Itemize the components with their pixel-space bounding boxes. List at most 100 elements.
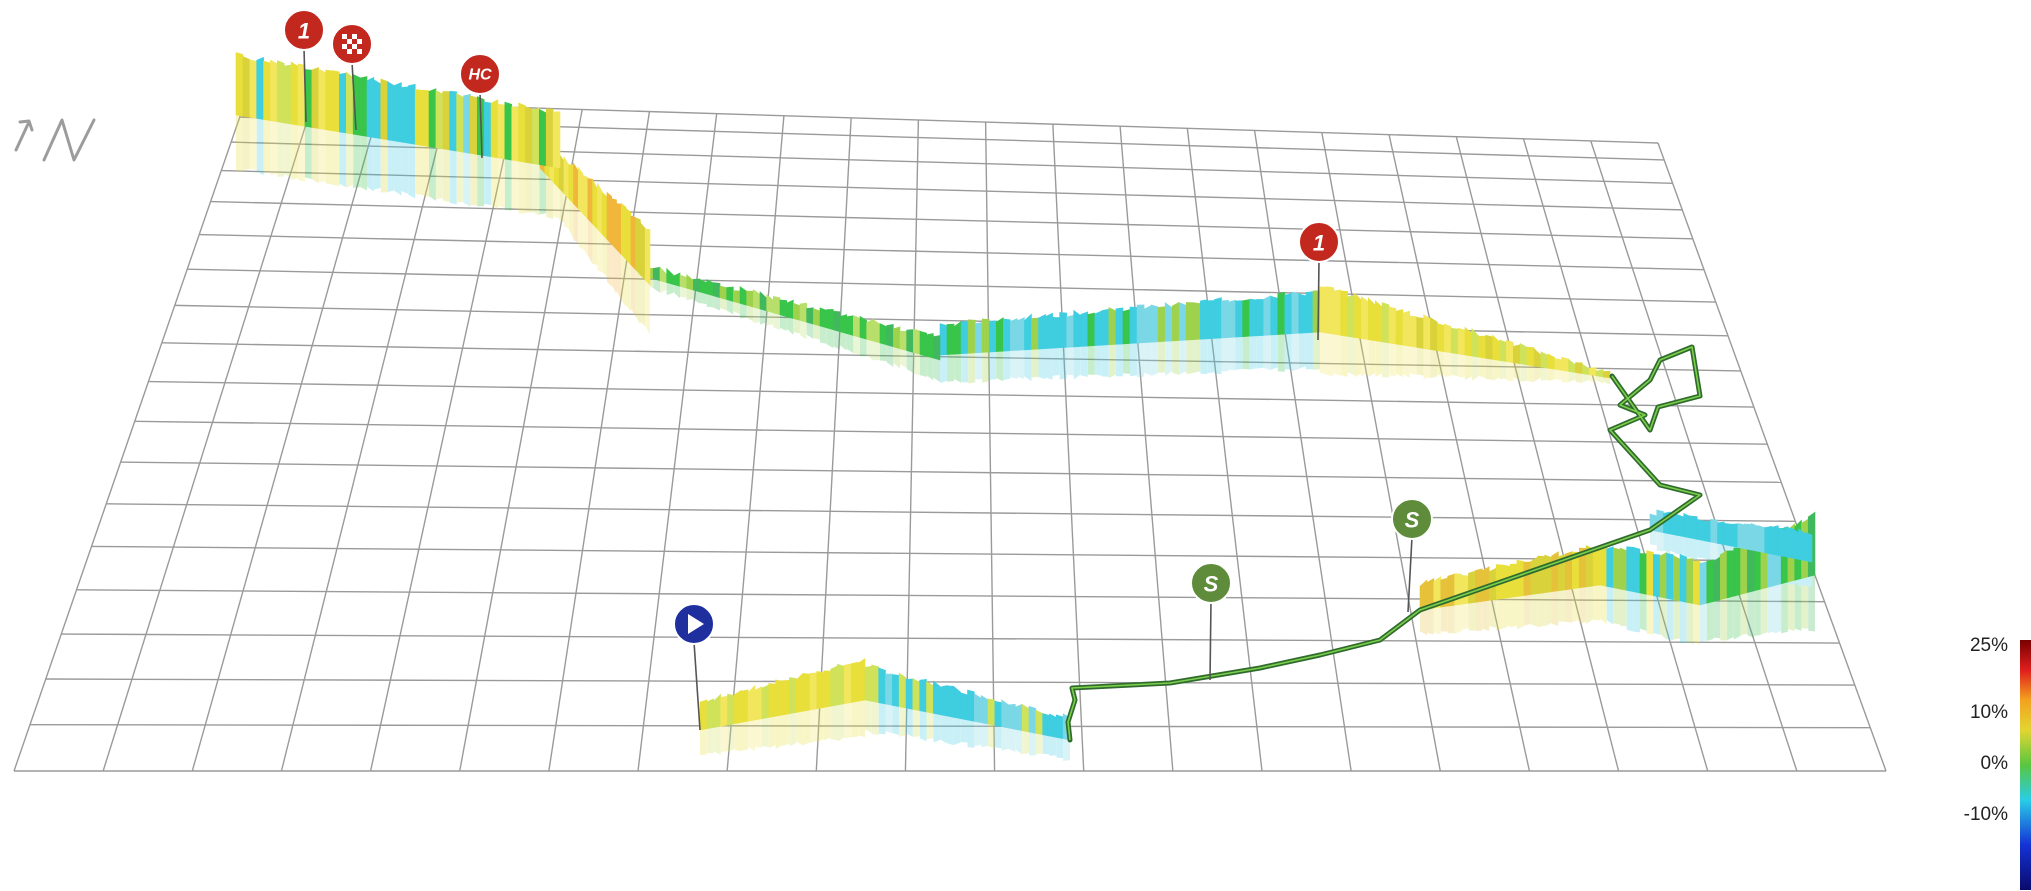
profile-wall-slice [408, 83, 416, 145]
profile-wall-slice [1178, 302, 1187, 341]
profile-wall-slice [563, 155, 569, 200]
profile-reflection-slice [823, 706, 831, 741]
profile-wall-slice [1108, 307, 1117, 346]
profile-wall-slice [1646, 550, 1654, 597]
profile-wall-slice [1666, 552, 1674, 601]
route-markers[interactable]: S S 1 HC 1 [283, 9, 1433, 731]
profile-reflection-slice [1697, 539, 1704, 559]
profile-reflection-slice [1049, 736, 1057, 756]
profile-reflection-slice [830, 705, 838, 741]
profile-wall-slice [906, 329, 914, 353]
profile-reflection-slice [748, 720, 755, 752]
profile-reflection-slice [298, 125, 305, 182]
profile-wall-slice [1136, 304, 1145, 344]
profile-reflection-slice [1094, 345, 1102, 377]
profile-wall-slice [1256, 299, 1265, 337]
profile-reflection-slice [1003, 350, 1011, 381]
profile-wall-slice [1679, 553, 1687, 603]
profile-reflection-slice [920, 354, 927, 377]
profile-reflection-slice [1527, 364, 1535, 383]
profile-reflection-slice [1115, 343, 1123, 377]
profile-wall-slice [1693, 560, 1701, 606]
profile-reflection-slice [880, 343, 887, 362]
climb-cat1-marker-west[interactable]: 1 [283, 9, 325, 123]
profile-wall-slice [1122, 309, 1131, 345]
profile-wall-slice [611, 198, 617, 251]
profile-reflection-slice [1122, 343, 1130, 375]
profile-wall-slice [1568, 358, 1576, 373]
profile-wall-slice [1423, 314, 1431, 350]
profile-wall-slice [1519, 342, 1528, 366]
profile-wall-slice [1551, 551, 1559, 593]
profile-wall-slice [1035, 709, 1043, 736]
profile-reflection-slice [1468, 602, 1476, 631]
profile-wall-slice [311, 67, 320, 129]
profile-wall-slice [1713, 556, 1721, 602]
profile-wall-slice [953, 320, 962, 355]
profile-reflection-slice [833, 329, 840, 350]
profile-wall-slice [1028, 705, 1037, 734]
profile-wall-slice [885, 673, 893, 706]
profile-wall-slice [1454, 573, 1462, 606]
profile-reflection-slice [734, 722, 742, 752]
sprint-marker-1[interactable]: S [1190, 562, 1232, 681]
profile-reflection-slice [1186, 339, 1194, 375]
profile-reflection-slice [693, 290, 700, 304]
profile-reflection-slice [858, 700, 865, 738]
profile-wall-slice [850, 661, 859, 703]
profile-wall-slice [1703, 520, 1712, 543]
grid-line [199, 233, 1704, 271]
profile-reflection-slice [1298, 332, 1306, 369]
profile-reflection-slice [940, 354, 948, 384]
profile-reflection-slice [477, 154, 485, 207]
climb-cat1-marker-east[interactable]: 1 [1298, 221, 1340, 341]
profile-reflection-slice [846, 333, 854, 354]
grid-line [1455, 136, 1620, 772]
profile-wall-slice [242, 55, 251, 118]
profile-wall-slice [442, 91, 451, 151]
profile-wall-slice [1595, 368, 1604, 378]
profile-wall-slice [846, 315, 854, 336]
profile-wall-slice [1430, 317, 1438, 351]
profile-wall-slice [1010, 318, 1018, 352]
profile-wall-slice [864, 665, 873, 702]
profile-reflection-slice [263, 119, 271, 173]
profile-wall-slice [693, 278, 701, 293]
profile-reflection-slice [559, 188, 564, 223]
profile-reflection-slice [967, 720, 975, 749]
profile-reflection-slice [706, 727, 714, 754]
start-marker[interactable] [673, 603, 715, 731]
profile-reflection [236, 115, 1815, 762]
profile-reflection-slice [1633, 591, 1640, 633]
profile-wall-slice [974, 322, 983, 354]
profile-wall-slice [1554, 358, 1562, 371]
sprint-marker-2[interactable]: S [1391, 498, 1433, 613]
profile-wall-slice [539, 108, 547, 167]
profile-wall-slice [1537, 555, 1545, 594]
profile-reflection-slice [796, 711, 804, 746]
profile-reflection-slice [700, 728, 707, 756]
route-elevation-icon[interactable] [14, 118, 96, 162]
profile-wall-slice [1402, 310, 1411, 347]
grid-line [1321, 132, 1441, 772]
profile-reflection-slice [1503, 597, 1510, 629]
profile-wall-slice [1719, 550, 1728, 601]
checkered-flag-icon [357, 39, 362, 44]
profile-wall-slice [635, 217, 641, 276]
profile-reflection-slice [753, 307, 760, 323]
profile-reflection-slice [720, 297, 727, 311]
profile-wall-slice [401, 86, 409, 144]
perspective-grid [13, 98, 1887, 772]
profile-wall-slice [525, 106, 533, 164]
profile-reflection-slice [1010, 350, 1018, 379]
profile-reflection-slice [1579, 586, 1587, 624]
profile-reflection-slice [635, 269, 641, 325]
profile-reflection-slice [806, 322, 814, 339]
profile-wall-slice [1750, 523, 1759, 552]
profile-reflection-slice [960, 718, 968, 743]
climb-hc-marker[interactable]: HC [459, 53, 501, 159]
finish-marker[interactable] [331, 23, 373, 131]
profile-reflection-slice [1733, 594, 1741, 640]
